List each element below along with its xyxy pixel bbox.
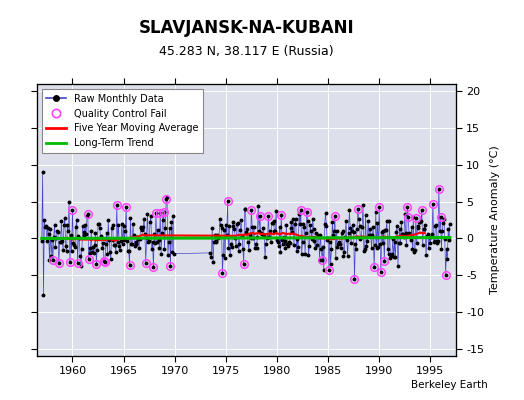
Legend: Raw Monthly Data, Quality Control Fail, Five Year Moving Average, Long-Term Tren: Raw Monthly Data, Quality Control Fail, … — [41, 89, 203, 153]
Text: Berkeley Earth: Berkeley Earth — [411, 380, 487, 390]
Y-axis label: Temperature Anomaly (°C): Temperature Anomaly (°C) — [490, 146, 500, 294]
Text: SLAVJANSK-NA-KUBANI: SLAVJANSK-NA-KUBANI — [138, 19, 354, 37]
Text: 45.283 N, 38.117 E (Russia): 45.283 N, 38.117 E (Russia) — [159, 46, 334, 58]
